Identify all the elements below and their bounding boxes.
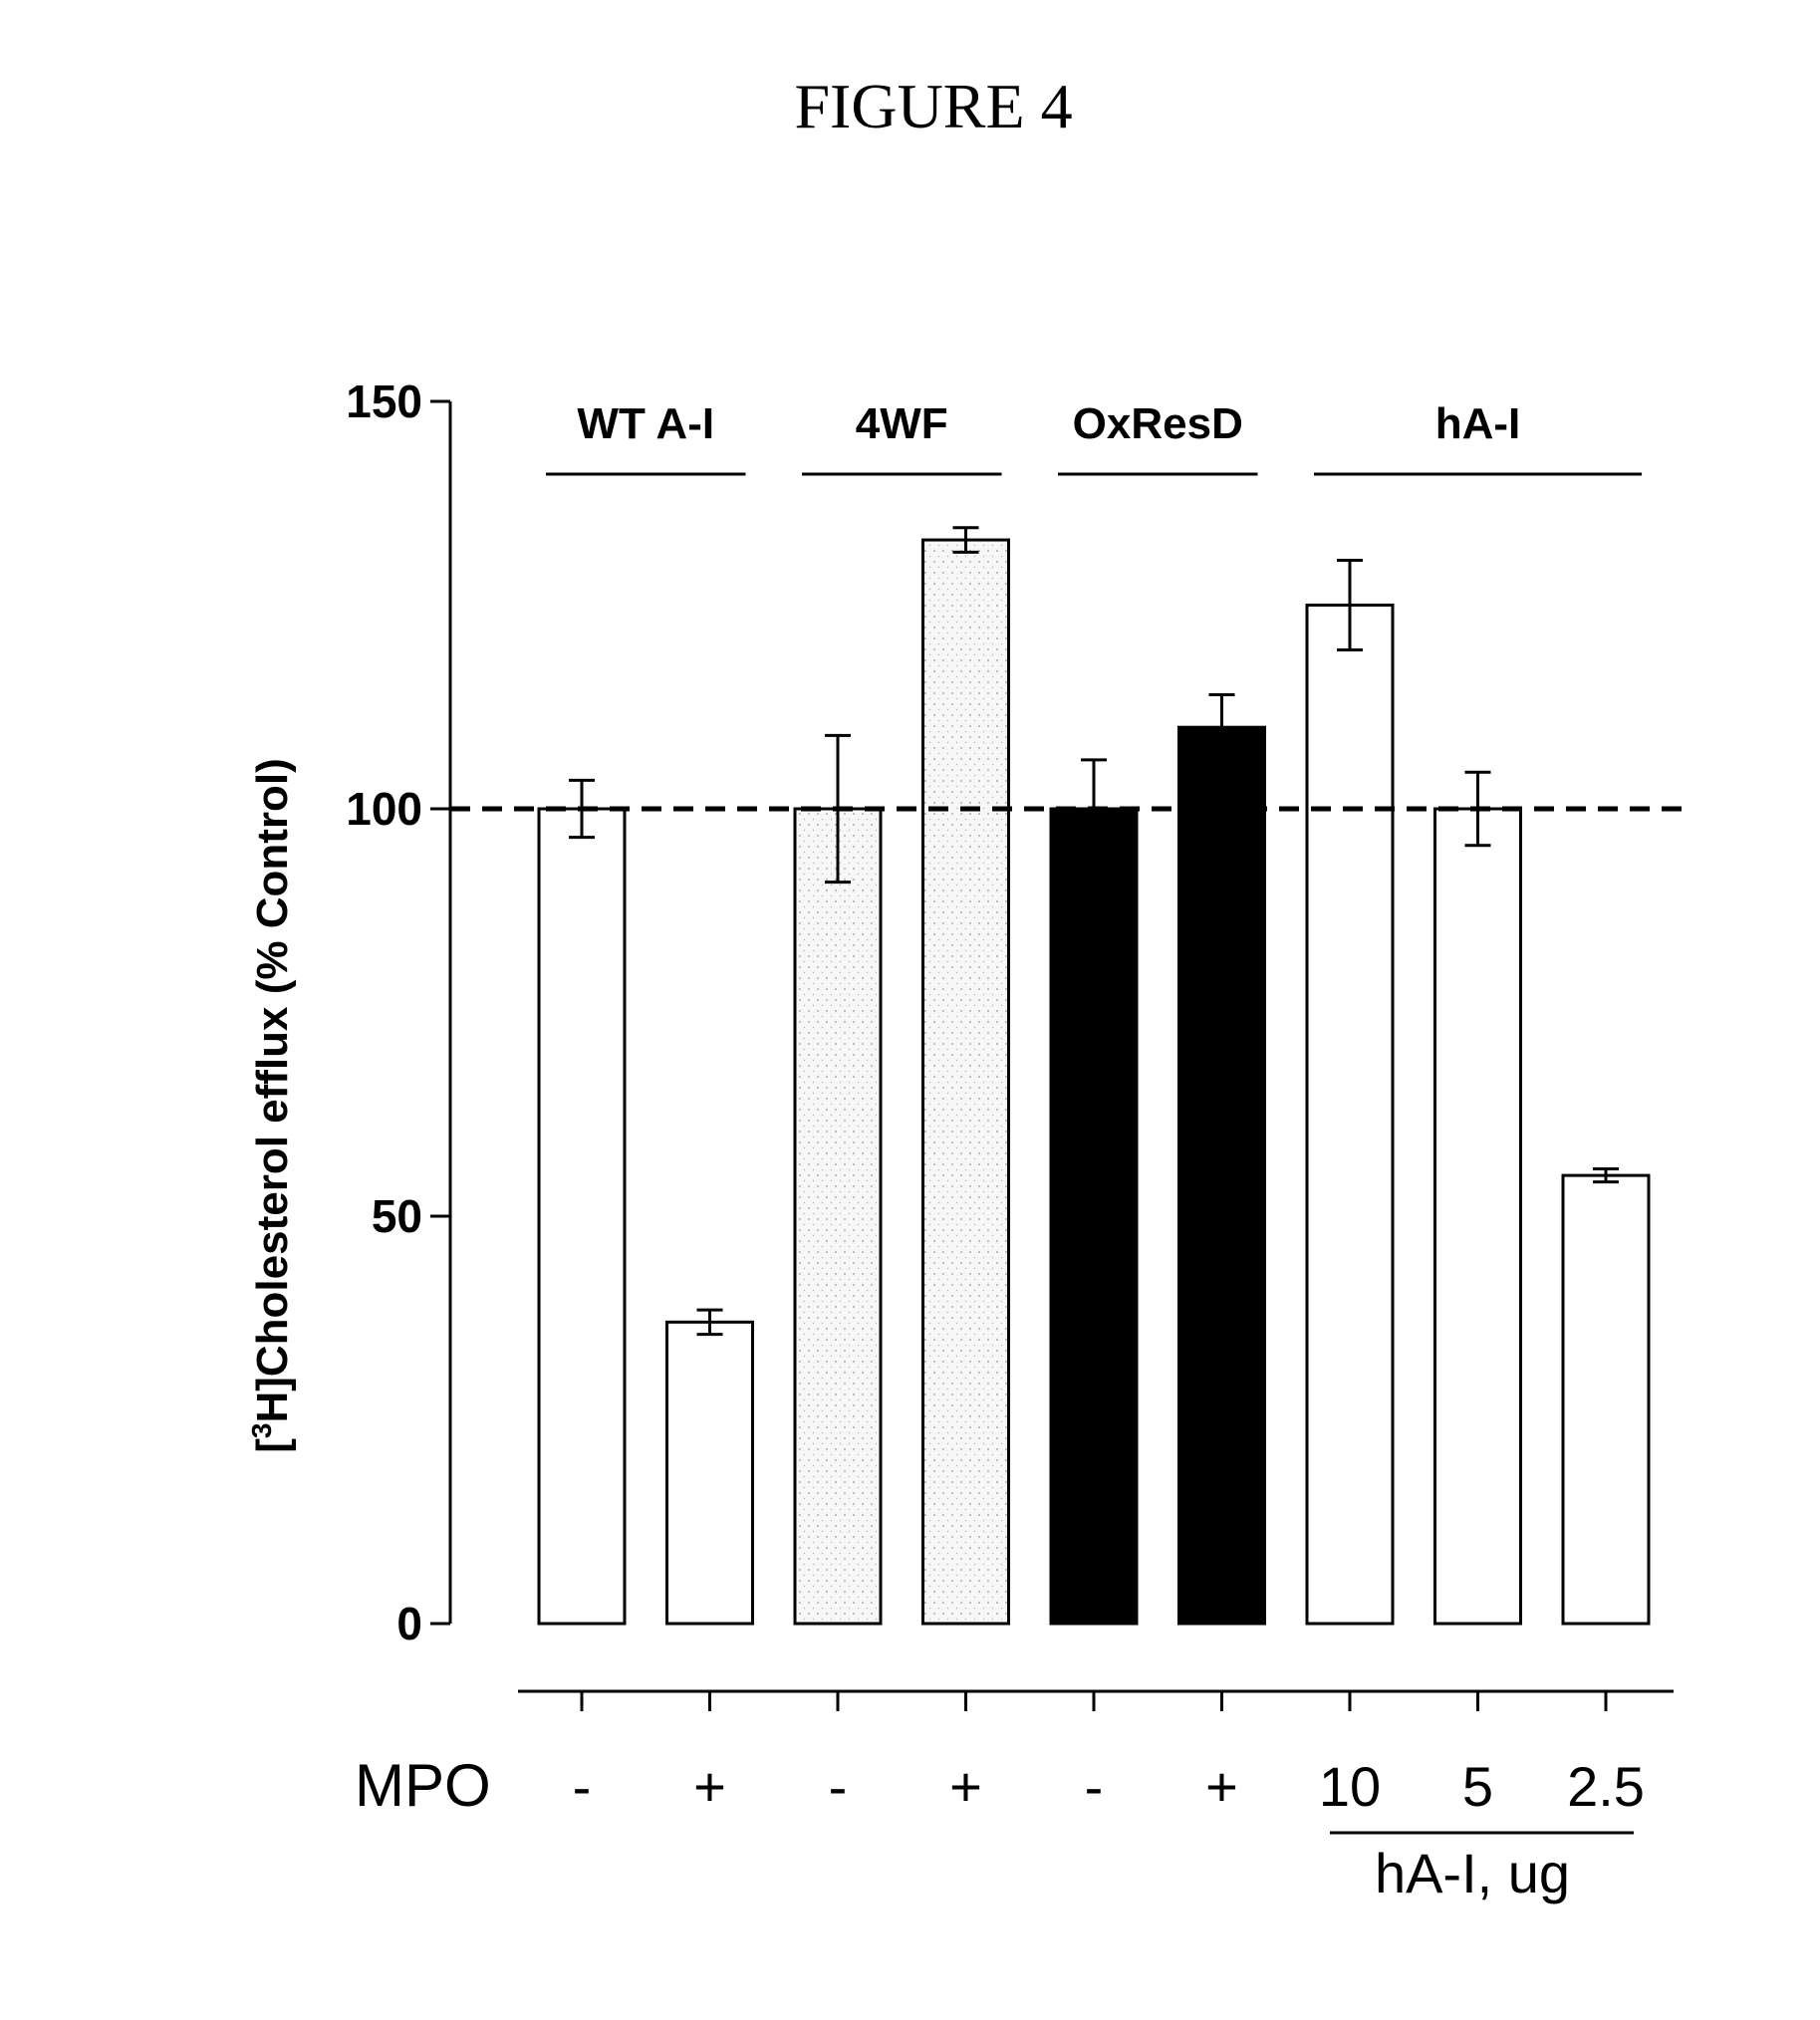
x-tick-label: + (693, 1755, 726, 1818)
bar (539, 809, 625, 1624)
x-tick-label: - (829, 1755, 848, 1818)
bar (1435, 809, 1521, 1624)
y-axis-label-bracket: [ (248, 1438, 297, 1453)
bar (1307, 606, 1393, 1625)
bar (667, 1322, 753, 1624)
y-axis-label-superscript: 3 (246, 1423, 277, 1439)
plot-area: 0 50 100 150 WT A-I 4WF OxResD hA-I - + - + - +10 5 2.5 (346, 376, 1684, 1833)
bar (795, 809, 881, 1624)
bar (1051, 809, 1137, 1624)
hai-dose-axis-label: hA-I, ug (1375, 1842, 1570, 1904)
group-label: OxResD (1073, 399, 1243, 448)
y-axis-label: [3H]Cholesterol efflux (% Control) (246, 758, 297, 1453)
bar (1179, 727, 1265, 1624)
x-tick-label: 2.5 (1567, 1755, 1645, 1818)
bar (1563, 1175, 1649, 1624)
x-tick-label: + (1205, 1755, 1238, 1818)
x-tick-label: 5 (1462, 1755, 1493, 1818)
x-tick-label: - (573, 1755, 592, 1818)
bar (923, 540, 1009, 1624)
y-axis-label-text: Cholesterol efflux (% Control) (248, 758, 297, 1377)
x-tick-label: 10 (1319, 1755, 1381, 1818)
group-label: 4WF (856, 399, 948, 448)
group-label: hA-I (1435, 399, 1521, 448)
x-tick-label: + (949, 1755, 982, 1818)
group-label: WT A-I (577, 399, 714, 448)
y-axis-label-isotope: H] (248, 1377, 297, 1422)
y-tick-label: 0 (396, 1598, 422, 1649)
y-tick-label: 100 (346, 783, 422, 835)
mpo-row-label: MPO (355, 1752, 491, 1819)
x-tick-label: - (1085, 1755, 1104, 1818)
y-tick-label: 150 (346, 376, 422, 427)
figure-title: FIGURE 4 (794, 71, 1072, 141)
y-tick-label: 50 (372, 1190, 422, 1242)
